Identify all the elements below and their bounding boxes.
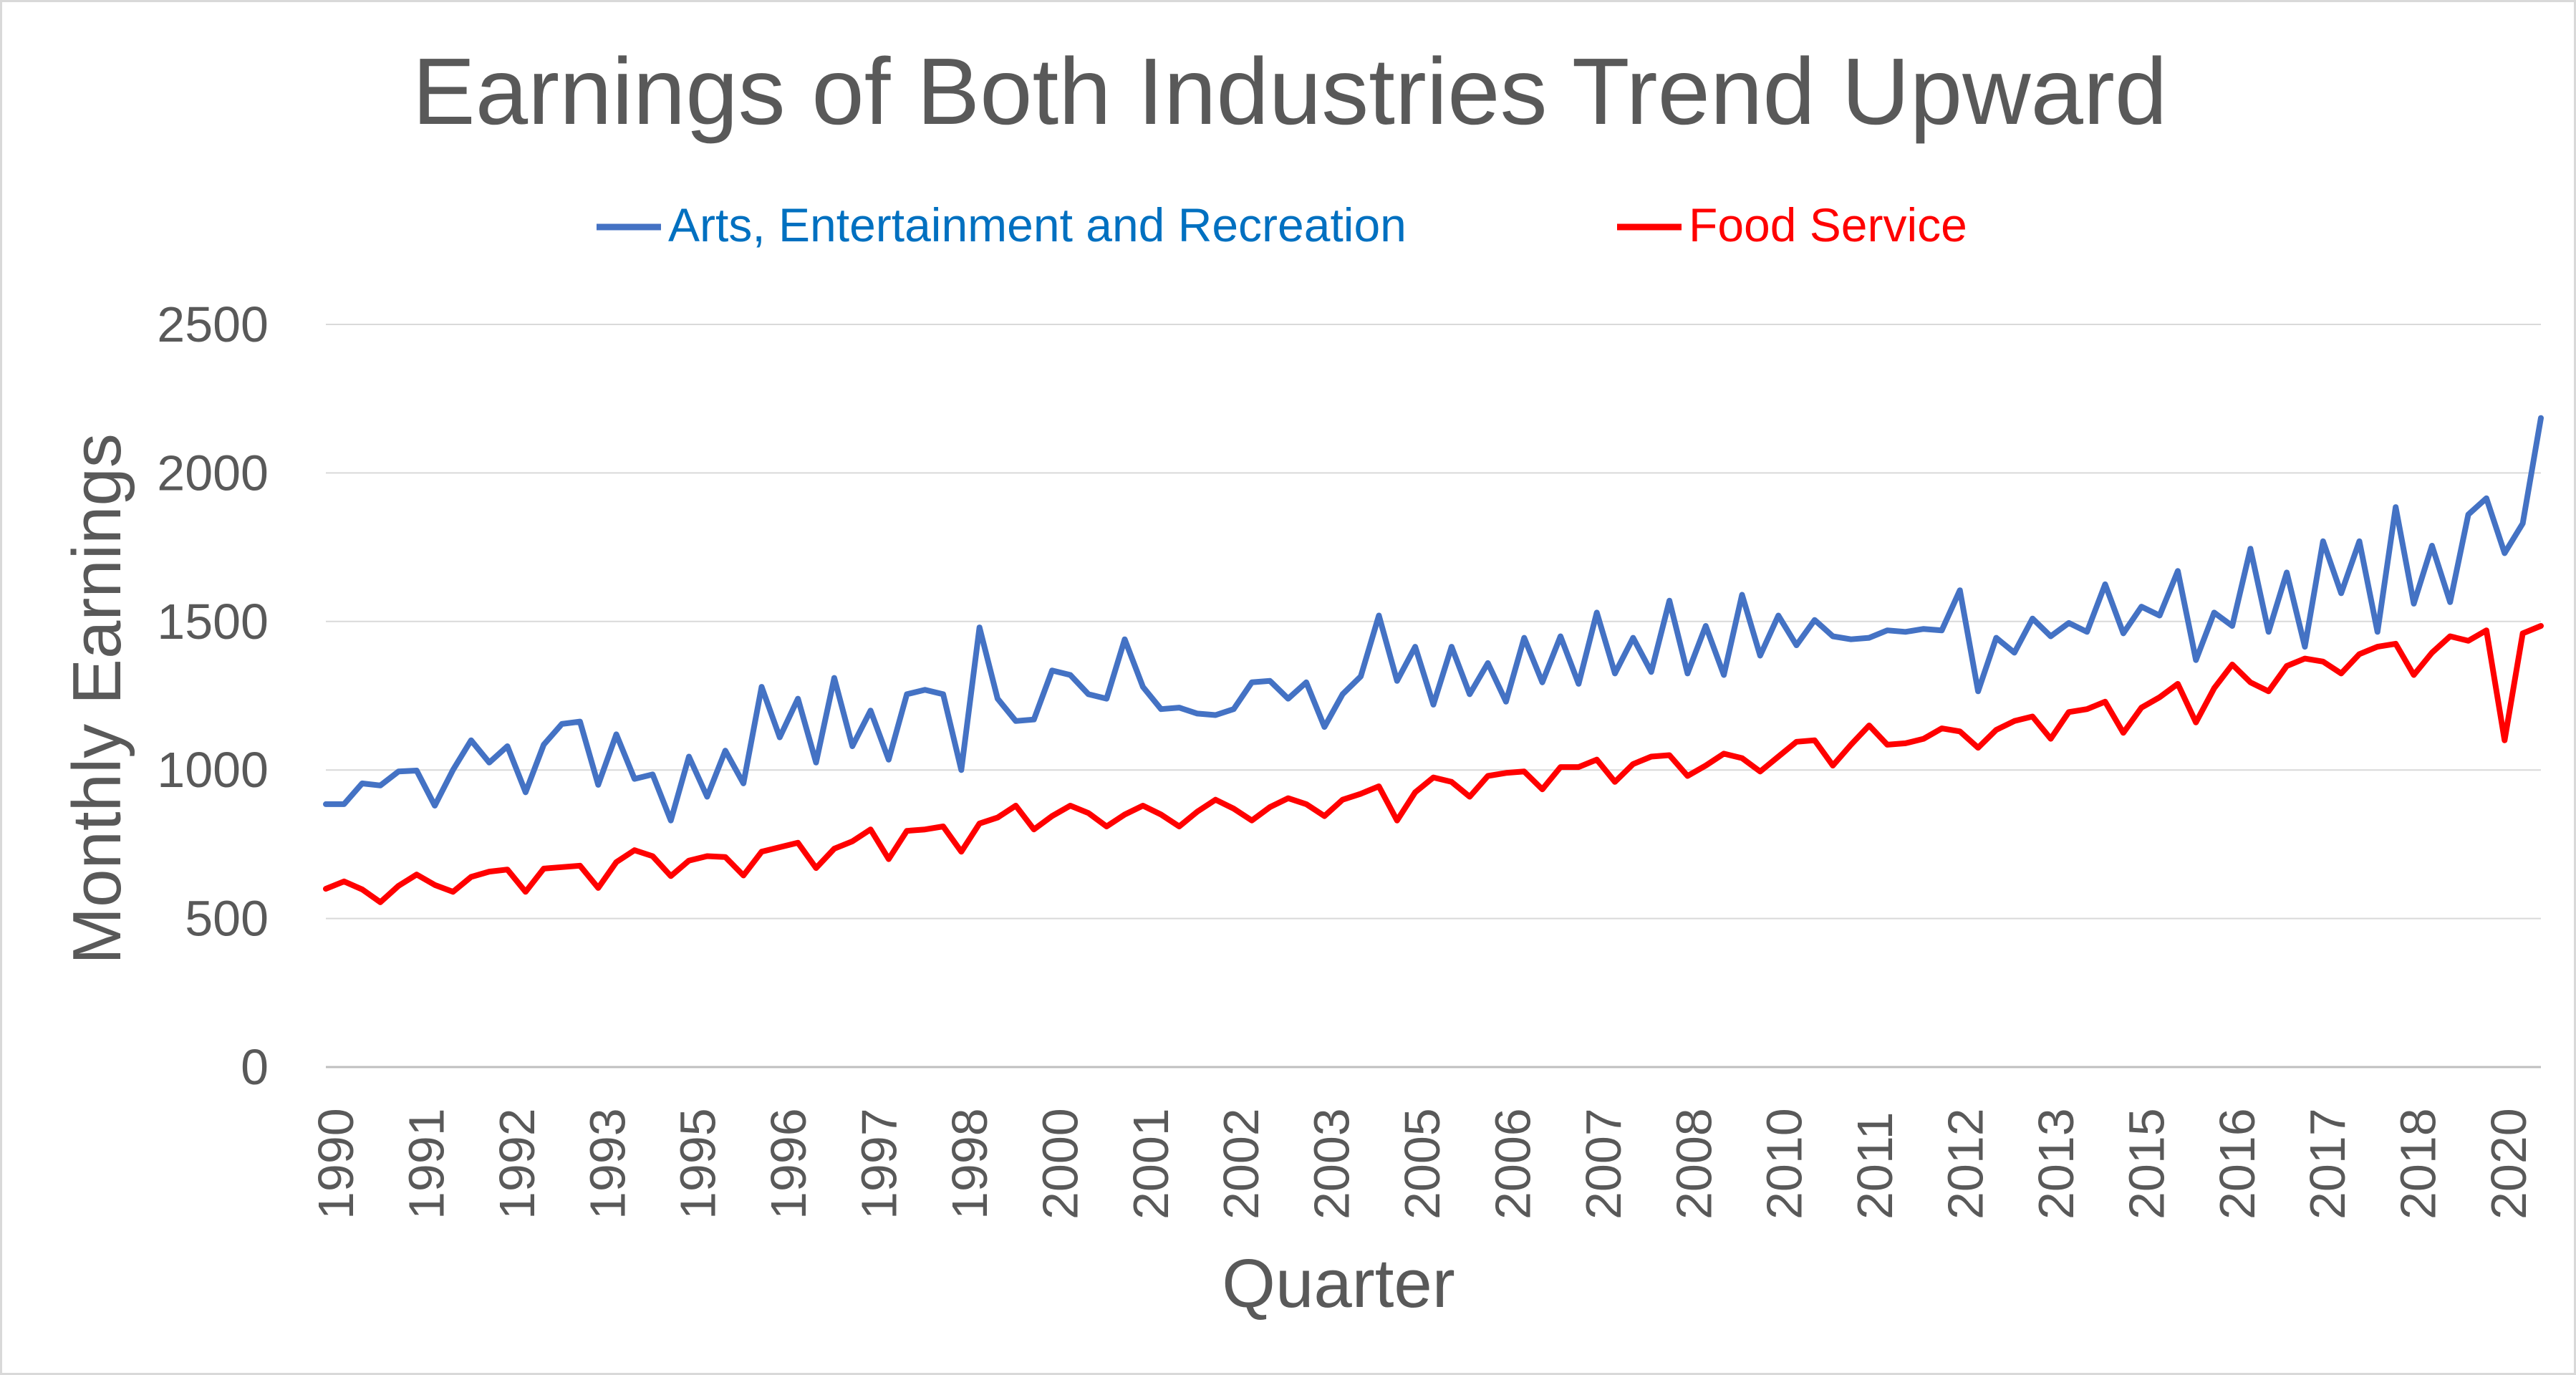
x-tick-label: 1995: [670, 1108, 726, 1220]
legend-label-food: Food Service: [1689, 198, 1967, 251]
x-axis-ticks: 1990 1991 1992 1993 1995 1996 1997 1998 2000 2001…: [308, 1108, 2537, 1220]
x-tick-label: 2003: [1304, 1108, 1360, 1220]
x-tick-label: 1996: [761, 1108, 816, 1220]
y-tick-label: 1000: [157, 742, 269, 798]
y-tick-label: 2000: [157, 445, 269, 501]
series-line: [323, 415, 2544, 824]
x-tick-label: 2007: [1576, 1108, 1631, 1220]
x-tick-label: 2018: [2391, 1108, 2446, 1220]
x-tick-label: 2013: [2028, 1108, 2084, 1220]
x-tick-label: 1991: [398, 1108, 454, 1220]
chart-title: Earnings of Both Industries Trend Upward: [413, 39, 2168, 144]
y-axis-ticks: 0 500 1000 1500 2000 2500: [157, 296, 269, 1095]
x-tick-label: 2000: [1032, 1108, 1088, 1220]
x-tick-label: 2006: [1485, 1108, 1540, 1220]
y-tick-label: 1500: [157, 594, 269, 650]
x-tick-label: 2011: [1847, 1111, 1903, 1220]
y-tick-label: 2500: [157, 296, 269, 352]
series-food: [323, 623, 2544, 905]
y-axis-label: Monthly Earnings: [59, 433, 135, 965]
x-tick-label: 2015: [2118, 1108, 2174, 1220]
x-tick-label: 2002: [1213, 1108, 1269, 1220]
x-axis-label: Quarter: [1222, 1245, 1455, 1322]
series-arts: [323, 415, 2544, 824]
x-tick-label: 2001: [1123, 1108, 1179, 1220]
y-tick-label: 500: [185, 891, 269, 947]
y-tick-label: 0: [241, 1039, 269, 1095]
x-tick-label: 2005: [1394, 1108, 1450, 1220]
x-tick-label: 1993: [579, 1108, 635, 1220]
x-tick-label: 2017: [2300, 1108, 2355, 1220]
x-tick-label: 1998: [942, 1108, 998, 1220]
x-tick-label: 2010: [1757, 1108, 1813, 1220]
x-tick-label: 2020: [2481, 1108, 2537, 1220]
x-tick-label: 2016: [2209, 1108, 2265, 1220]
x-tick-label: 2008: [1666, 1108, 1722, 1220]
x-tick-label: 1990: [308, 1108, 364, 1220]
legend: Arts, Entertainment and Recreation Food …: [597, 198, 1967, 251]
series-layer: [323, 415, 2544, 905]
legend-label-arts: Arts, Entertainment and Recreation: [668, 198, 1407, 251]
x-tick-label: 2012: [1938, 1108, 1994, 1220]
series-line: [323, 623, 2544, 905]
x-tick-label: 1992: [489, 1108, 545, 1220]
x-tick-label: 1997: [852, 1108, 907, 1220]
